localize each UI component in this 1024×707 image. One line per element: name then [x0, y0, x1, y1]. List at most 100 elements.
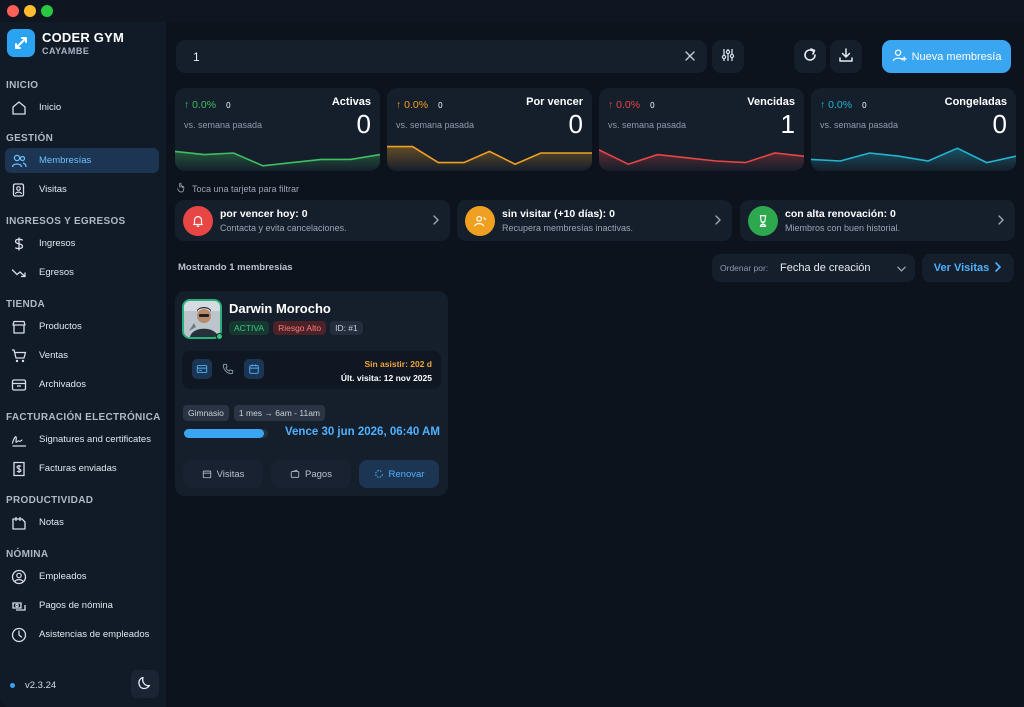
stat-compare: vs. semana pasada [608, 120, 687, 130]
bell-icon [183, 206, 213, 236]
sidebar-item-notas[interactable]: Notas [5, 510, 159, 535]
stat-count: 0 [862, 100, 867, 110]
sidebar-item-archivados[interactable]: Archivados [5, 372, 159, 397]
section-tienda: TIENDA [6, 299, 46, 310]
alert-card-alta-renovacion[interactable]: con alta renovación: 0 Miembros con buen… [740, 200, 1015, 241]
calendar-icon[interactable] [244, 359, 264, 379]
brand: CODER GYM CAYAMBE [7, 29, 124, 57]
sort-value: Fecha de creación [780, 262, 871, 274]
arrow-up-icon: ↑ [184, 99, 190, 111]
sidebar-item-asistencias[interactable]: Asistencias de empleados [5, 622, 159, 647]
section-gestion: GESTIÓN [6, 133, 54, 144]
close-window-button[interactable] [7, 5, 19, 17]
sidebar-item-label: Pagos de nómina [39, 600, 113, 611]
stat-value: 0 [568, 109, 583, 139]
alert-card-por-vencer[interactable]: por vencer hoy: 0 Contacta y evita cance… [175, 200, 450, 241]
stat-card-congeladas[interactable]: ↑ 0.0% 0 vs. semana pasada Congeladas 0 [811, 88, 1016, 171]
member-badges: ACTIVA Riesgo Alto ID: #1 [229, 321, 367, 335]
user-circle-icon [10, 568, 28, 586]
cart-icon [10, 347, 28, 365]
last-visit: Últ. visita: 12 nov 2025 [340, 373, 432, 383]
sidebar-item-egresos[interactable]: Egresos [5, 260, 159, 285]
moon-icon [137, 675, 153, 694]
online-status-dot [216, 333, 223, 340]
stat-change: ↑ 0.0% 0 [184, 99, 231, 111]
filters-button[interactable] [712, 40, 744, 73]
minimize-window-button[interactable] [24, 5, 36, 17]
sort-select[interactable]: Ordenar por: Fecha de creación [712, 254, 915, 282]
stat-compare: vs. semana pasada [184, 120, 263, 130]
stat-pct: 0.0% [828, 99, 853, 111]
stat-card-por-vencer[interactable]: ↑ 0.0% 0 vs. semana pasada Por vencer 0 [387, 88, 592, 171]
new-membership-button[interactable]: Nueva membresía [882, 40, 1011, 73]
see-visits-button[interactable]: Ver Visitas [922, 254, 1014, 282]
title-bar [0, 0, 1024, 22]
stat-change: ↑ 0.0% 0 [608, 99, 655, 111]
stat-card-activas[interactable]: ↑ 0.0% 0 vs. semana pasada Activas 0 [175, 88, 380, 171]
alert-subtitle: Recupera membresías inactivas. [502, 223, 634, 233]
alert-title: con alta renovación: 0 [785, 208, 896, 220]
stat-change: ↑ 0.0% 0 [820, 99, 867, 111]
payments-button[interactable]: Pagos [271, 460, 351, 488]
sidebar-item-facturas[interactable]: Facturas enviadas [5, 456, 159, 481]
refresh-button[interactable] [794, 40, 826, 73]
sidebar-item-label: Ventas [39, 350, 69, 361]
stat-pct: 0.0% [404, 99, 429, 111]
maximize-window-button[interactable] [41, 5, 53, 17]
stat-count: 0 [650, 100, 655, 110]
search-input[interactable]: 1 [176, 40, 707, 73]
sparkline-line [599, 149, 804, 166]
sidebar-item-empleados[interactable]: Empleados [5, 564, 159, 589]
trophy-icon [748, 206, 778, 236]
sidebar-item-membresias[interactable]: Membresías [5, 148, 159, 173]
member-contact-panel: Sin asistir: 202 d Últ. visita: 12 nov 2… [182, 351, 441, 389]
stat-title: Vencidas [747, 96, 795, 108]
notes-icon [10, 514, 28, 532]
download-button[interactable] [830, 40, 862, 73]
arrow-up-icon: ↑ [608, 99, 614, 111]
id-card-icon[interactable] [192, 359, 212, 379]
sidebar-item-inicio[interactable]: Inicio [5, 95, 159, 120]
arrow-up-icon: ↑ [820, 99, 826, 111]
payroll-icon [10, 597, 28, 615]
sidebar-item-productos[interactable]: Productos [5, 314, 159, 339]
visits-icon [10, 181, 28, 199]
new-membership-label: Nueva membresía [911, 50, 1002, 63]
visits-button[interactable]: Visitas [183, 460, 263, 488]
sparkline-area [175, 151, 380, 171]
theme-toggle-button[interactable] [131, 670, 159, 698]
sparkline-line [811, 147, 1016, 164]
days-without-visit: Sin asistir: 202 d [364, 359, 432, 369]
alert-subtitle: Contacta y evita cancelaciones. [220, 223, 347, 233]
sparkline-area [387, 146, 592, 171]
stat-count: 0 [226, 100, 231, 110]
see-visits-label: Ver Visitas [933, 262, 990, 274]
sliders-icon [720, 47, 736, 66]
renew-button[interactable]: Renovar [359, 460, 439, 488]
stat-value: 0 [992, 109, 1007, 139]
stat-value: 0 [356, 109, 371, 139]
visits-label: Visitas [216, 468, 245, 480]
wallet-icon [290, 469, 300, 479]
sidebar-item-pagos-nomina[interactable]: Pagos de nómina [5, 593, 159, 618]
chevron-right-icon [996, 214, 1006, 229]
alert-title: sin visitar (+10 días): 0 [502, 208, 615, 220]
hint-text: Toca una tarjeta para filtrar [192, 183, 300, 194]
stat-card-vencidas[interactable]: ↑ 0.0% 0 vs. semana pasada Vencidas 1 [599, 88, 804, 171]
sidebar-item-label: Signatures and certificates [39, 434, 151, 445]
phone-icon[interactable] [218, 359, 238, 379]
renew-label: Renovar [388, 468, 425, 480]
clear-search-icon[interactable] [683, 49, 697, 63]
stat-title: Activas [331, 96, 371, 108]
alert-card-sin-visitar[interactable]: sin visitar (+10 días): 0 Recupera membr… [457, 200, 732, 241]
brand-location: CAYAMBE [42, 46, 90, 56]
sidebar-item-visitas[interactable]: Visitas [5, 177, 159, 202]
sidebar-item-ventas[interactable]: Ventas [5, 343, 159, 368]
stat-title: Congeladas [944, 96, 1007, 108]
membership-card[interactable]: Darwin Morocho ACTIVA Riesgo Alto ID: #1… [175, 291, 448, 496]
sidebar-item-label: Visitas [39, 184, 67, 195]
sidebar-item-ingresos[interactable]: Ingresos [5, 231, 159, 256]
sidebar-item-label: Facturas enviadas [39, 463, 117, 474]
sidebar-item-signatures[interactable]: Signatures and certificates [5, 427, 159, 452]
